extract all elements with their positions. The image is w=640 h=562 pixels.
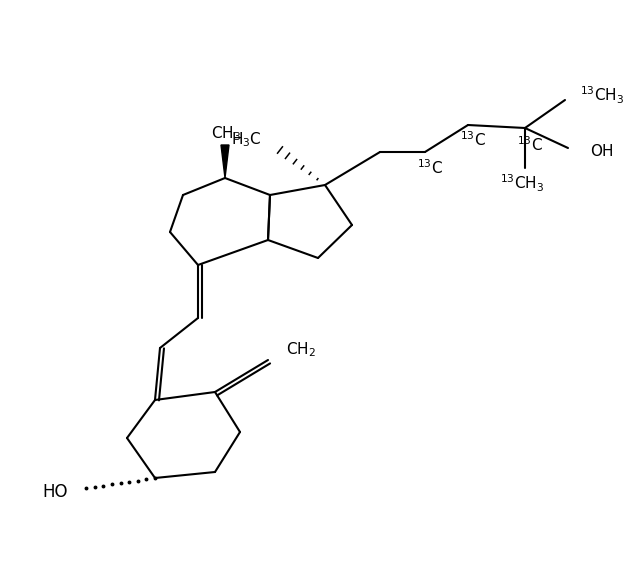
Text: H$_3$C: H$_3$C (231, 130, 262, 149)
Text: HO: HO (42, 483, 68, 501)
Text: CH$_2$: CH$_2$ (286, 341, 316, 359)
Text: $^{13}$CH$_3$: $^{13}$CH$_3$ (580, 84, 625, 106)
Text: $^{13}$C: $^{13}$C (417, 158, 443, 178)
Text: $^{13}$CH$_3$: $^{13}$CH$_3$ (500, 173, 544, 194)
Text: OH: OH (590, 144, 614, 160)
Text: $^{13}$C: $^{13}$C (517, 135, 543, 155)
Text: $^{13}$C: $^{13}$C (460, 130, 486, 149)
Polygon shape (221, 145, 229, 178)
Text: CH$_3$: CH$_3$ (211, 125, 241, 143)
